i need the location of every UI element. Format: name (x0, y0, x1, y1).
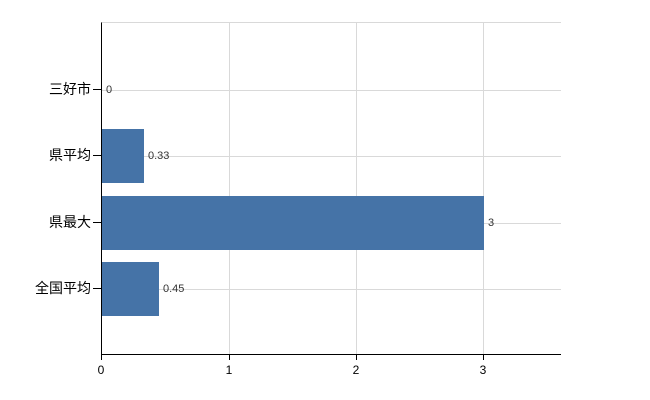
x-axis-tick (101, 354, 102, 360)
x-axis-label: 3 (479, 363, 487, 377)
plot-area: 0 0.33 3 0.45 (101, 22, 561, 355)
bar-value-label: 3 (488, 217, 495, 229)
bar-value-label: 0.45 (163, 283, 185, 295)
category-label: 県平均 (49, 147, 91, 163)
x-axis-tick (229, 354, 230, 360)
bar (102, 129, 144, 183)
bar-value-label: 0 (106, 84, 113, 96)
category-gridline (102, 289, 561, 290)
bar (102, 262, 159, 316)
bar (102, 196, 484, 250)
category-gridline (102, 90, 561, 91)
y-axis-tick (93, 89, 101, 90)
category-label: 全国平均 (35, 280, 91, 296)
y-axis-tick (93, 222, 101, 223)
x-gridline (356, 23, 357, 354)
category-label: 三好市 (49, 81, 91, 97)
category-label: 県最大 (49, 214, 91, 230)
x-axis-label: 2 (352, 363, 360, 377)
y-axis-tick (93, 155, 101, 156)
x-axis-tick (356, 354, 357, 360)
x-axis-label: 0 (97, 363, 105, 377)
x-axis-label: 1 (225, 363, 233, 377)
bar-value-label: 0.33 (148, 150, 170, 162)
x-gridline (229, 23, 230, 354)
y-axis-tick (93, 288, 101, 289)
x-axis-tick (483, 354, 484, 360)
category-gridline (102, 156, 561, 157)
x-gridline (483, 23, 484, 354)
